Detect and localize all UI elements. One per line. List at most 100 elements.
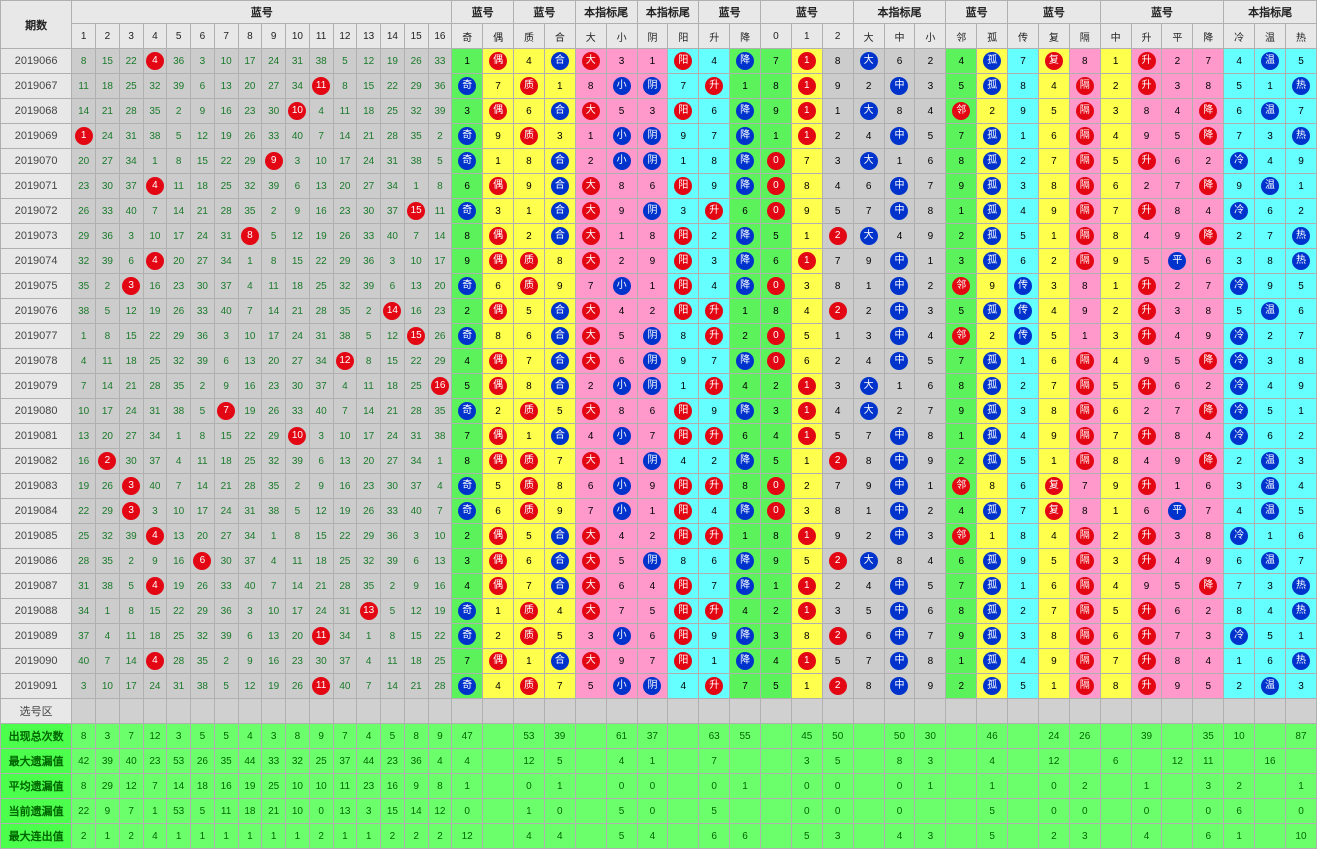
indicator-ball-icon: 升: [1138, 327, 1156, 345]
select-cell[interactable]: [761, 699, 792, 724]
indicator-ball-icon: 大: [582, 327, 600, 345]
indicator-cell: 1: [1008, 124, 1039, 149]
indicator-cell: 4: [884, 224, 915, 249]
indicator-ball-icon: 质: [520, 502, 538, 520]
indicator-hit: 0: [761, 474, 792, 499]
select-cell[interactable]: [946, 699, 977, 724]
select-cell[interactable]: [309, 699, 333, 724]
select-cell[interactable]: [977, 699, 1008, 724]
select-cell[interactable]: [452, 699, 483, 724]
num-cell: 37: [404, 474, 428, 499]
select-cell[interactable]: [1008, 699, 1039, 724]
indicator-hit: 孤: [977, 449, 1008, 474]
indicator-cell: 4: [730, 374, 761, 399]
num-cell: 28: [119, 99, 143, 124]
select-cell[interactable]: [884, 699, 915, 724]
select-cell[interactable]: [72, 699, 96, 724]
select-cell[interactable]: [514, 699, 545, 724]
select-cell[interactable]: [544, 699, 575, 724]
select-cell[interactable]: [404, 699, 428, 724]
indicator-ball-icon: 隔: [1076, 402, 1094, 420]
select-cell[interactable]: [191, 699, 215, 724]
stat-label: 最大连出值: [1, 824, 72, 849]
num-cell: 31: [72, 574, 96, 599]
num-cell: 19: [72, 474, 96, 499]
indicator-cell: 9: [699, 624, 730, 649]
stat-cell: 0: [637, 799, 668, 824]
indicator-ball-icon: 小: [613, 377, 631, 395]
group-header: 蓝号: [946, 1, 1008, 24]
select-cell[interactable]: [1255, 699, 1286, 724]
select-cell[interactable]: [1285, 699, 1316, 724]
indicator-hit: 降: [730, 174, 761, 199]
select-cell[interactable]: [167, 699, 191, 724]
num-cell: 32: [357, 549, 381, 574]
num-cell: 33: [96, 199, 120, 224]
stat-cell: 35: [214, 749, 238, 774]
select-cell[interactable]: [238, 699, 262, 724]
select-cell[interactable]: [1038, 699, 1069, 724]
select-cell[interactable]: [214, 699, 238, 724]
select-cell[interactable]: [428, 699, 452, 724]
num-cell: 4: [428, 474, 452, 499]
stat-cell: [1255, 774, 1286, 799]
select-cell[interactable]: [699, 699, 730, 724]
select-cell[interactable]: [730, 699, 761, 724]
num-cell: 22: [404, 349, 428, 374]
select-cell[interactable]: [143, 699, 167, 724]
num-cell: 15: [96, 49, 120, 74]
select-cell[interactable]: [637, 699, 668, 724]
select-cell[interactable]: [791, 699, 822, 724]
select-cell[interactable]: [1162, 699, 1193, 724]
indicator-cell: 8: [822, 49, 853, 74]
select-cell[interactable]: [119, 699, 143, 724]
num-cell: 33: [381, 499, 405, 524]
indicator-cell: 4: [761, 424, 792, 449]
indicator-hit: 降: [730, 649, 761, 674]
num-cell: 31: [167, 674, 191, 699]
select-cell[interactable]: [915, 699, 946, 724]
indicator-hit: 2: [822, 674, 853, 699]
indicator-ball-icon: 合: [551, 427, 569, 445]
indicator-cell: 2: [791, 474, 822, 499]
select-cell[interactable]: [262, 699, 286, 724]
select-cell[interactable]: [822, 699, 853, 724]
select-cell[interactable]: [1100, 699, 1131, 724]
num-cell: 32: [143, 74, 167, 99]
red-ball-icon: 2: [98, 452, 116, 470]
indicator-ball-icon: 小: [613, 477, 631, 495]
select-cell[interactable]: [1131, 699, 1162, 724]
indicator-hit: 中: [884, 274, 915, 299]
select-cell[interactable]: [357, 699, 381, 724]
select-cell[interactable]: [1193, 699, 1224, 724]
indicator-cell: 6: [1162, 374, 1193, 399]
select-cell[interactable]: [1069, 699, 1100, 724]
num-cell: 8: [357, 349, 381, 374]
data-row: 20190753523162330374111825323961320奇6质97…: [1, 274, 1317, 299]
indicator-hit: 阳: [668, 649, 699, 674]
indicator-cell: 6: [791, 349, 822, 374]
select-cell[interactable]: [286, 699, 310, 724]
indicator-ball-icon: 隔: [1076, 377, 1094, 395]
select-cell[interactable]: [668, 699, 699, 724]
select-cell[interactable]: [333, 699, 357, 724]
indicator-cell: 4: [1162, 549, 1193, 574]
indicator-hit: 降: [1193, 99, 1224, 124]
select-cell[interactable]: [606, 699, 637, 724]
select-cell[interactable]: [575, 699, 606, 724]
stat-cell: 4: [1131, 824, 1162, 849]
select-cell[interactable]: [483, 699, 514, 724]
select-cell[interactable]: [1224, 699, 1255, 724]
stat-cell: [575, 724, 606, 749]
indicator-ball-icon: 孤: [983, 227, 1001, 245]
select-cell[interactable]: [381, 699, 405, 724]
indicator-ball-icon: 孤: [983, 627, 1001, 645]
indicator-cell: 7: [1100, 424, 1131, 449]
num-cell: 2: [428, 124, 452, 149]
select-cell[interactable]: [96, 699, 120, 724]
indicator-cell: 8: [946, 374, 977, 399]
stat-cell: 8: [404, 724, 428, 749]
num-col-header: 5: [167, 24, 191, 49]
select-cell[interactable]: [853, 699, 884, 724]
num-cell: 19: [309, 224, 333, 249]
